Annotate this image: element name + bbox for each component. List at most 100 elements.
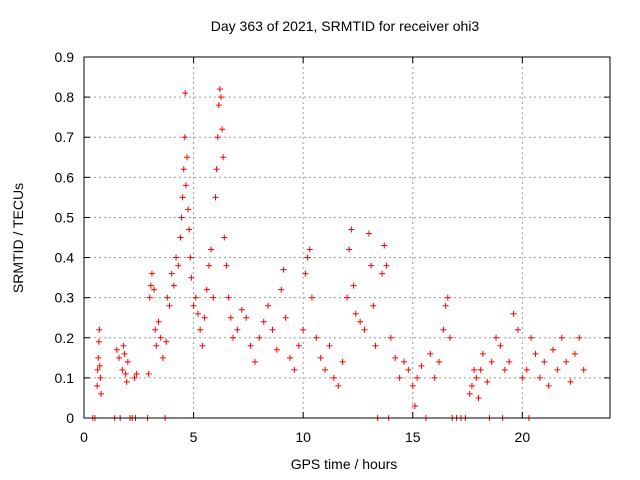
data-point	[308, 294, 315, 301]
data-point	[178, 214, 185, 221]
data-point	[186, 226, 193, 233]
data-point	[192, 294, 199, 301]
data-point	[427, 350, 434, 357]
data-point	[230, 334, 237, 341]
data-point	[442, 302, 449, 309]
x-tick-label: 5	[190, 429, 198, 445]
data-point	[152, 326, 159, 333]
data-point	[164, 294, 171, 301]
data-point	[221, 234, 228, 241]
data-point	[98, 390, 105, 397]
data-point	[124, 358, 131, 365]
data-point	[269, 326, 276, 333]
data-point	[383, 262, 390, 269]
data-point	[251, 358, 258, 365]
data-point	[414, 374, 421, 381]
data-point	[372, 342, 379, 349]
data-point	[379, 270, 386, 277]
data-point	[571, 350, 578, 357]
data-point	[440, 326, 447, 333]
data-point	[304, 254, 311, 261]
data-point	[326, 342, 333, 349]
data-point	[179, 194, 186, 201]
data-point	[475, 394, 482, 401]
data-point	[392, 354, 399, 361]
y-tick-label: 0.3	[55, 290, 75, 306]
y-tick-label: 0.8	[55, 89, 75, 105]
data-point	[409, 382, 416, 389]
data-point	[225, 294, 232, 301]
data-point	[344, 294, 350, 301]
data-point	[479, 350, 486, 357]
data-point	[330, 374, 337, 381]
y-tick-label: 0.4	[55, 250, 75, 266]
data-point	[210, 294, 217, 301]
data-point	[175, 262, 182, 269]
data-point	[223, 262, 230, 269]
data-point	[431, 374, 438, 381]
data-point	[133, 370, 140, 377]
data-point	[519, 374, 526, 381]
data-point	[113, 346, 120, 353]
data-point	[199, 342, 206, 349]
data-point	[545, 382, 552, 389]
data-point	[300, 326, 307, 333]
data-point	[116, 354, 123, 361]
y-tick-label: 0.5	[55, 209, 75, 225]
data-point	[97, 374, 104, 381]
data-point	[205, 262, 212, 269]
data-point	[444, 294, 451, 301]
y-tick-label: 0.2	[55, 330, 75, 346]
data-point	[302, 270, 309, 277]
data-point	[173, 254, 180, 261]
data-point	[350, 282, 357, 289]
data-point	[123, 378, 130, 385]
data-point	[190, 302, 197, 309]
data-point	[477, 366, 484, 373]
data-point	[148, 270, 155, 277]
data-point	[203, 286, 210, 293]
data-point	[405, 366, 412, 373]
data-point	[170, 282, 177, 289]
data-point	[151, 286, 158, 293]
data-point	[436, 358, 443, 365]
data-point	[370, 302, 377, 309]
axis-ticks: 0 0.1 0.2 0.3 0.4 0.5 0.6 0.7 0.8 0.9 0 5 10 15 20	[55, 49, 610, 445]
y-tick-label: 0.9	[55, 49, 75, 65]
data-point	[216, 86, 223, 93]
data-point	[238, 306, 245, 313]
data-point	[280, 266, 287, 273]
data-point	[368, 262, 375, 269]
data-point	[145, 370, 152, 377]
data-point	[120, 342, 127, 349]
data-point	[212, 194, 219, 201]
data-point	[243, 314, 250, 321]
data-point	[180, 166, 187, 173]
data-point	[348, 226, 355, 233]
data-point	[567, 378, 574, 385]
plot-frame	[83, 56, 611, 419]
x-axis-label: GPS time / hours	[290, 456, 398, 472]
data-point	[396, 374, 403, 381]
x-tick-label: 15	[405, 429, 421, 445]
data-point	[214, 134, 221, 141]
data-point	[541, 358, 548, 365]
data-point	[157, 334, 164, 341]
data-point	[187, 254, 194, 261]
data-point	[554, 366, 561, 373]
data-point	[273, 346, 280, 353]
data-point	[346, 246, 353, 253]
data-point	[400, 358, 407, 365]
y-axis-label: SRMTID / TECUs	[10, 182, 26, 294]
data-point	[550, 346, 557, 353]
data-point	[532, 350, 539, 357]
data-point	[510, 310, 517, 317]
data-point	[220, 154, 227, 161]
data-point	[447, 334, 454, 341]
x-tick-label: 0	[80, 429, 88, 445]
data-point	[260, 318, 267, 325]
x-tick-label: 20	[515, 429, 531, 445]
grid-lines	[84, 57, 610, 418]
